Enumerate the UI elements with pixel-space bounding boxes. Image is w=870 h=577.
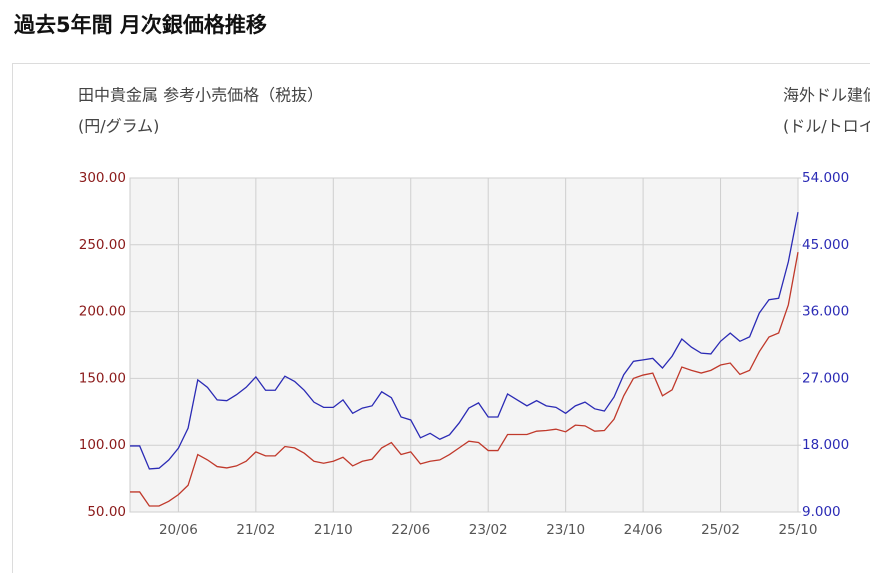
- y-tick-label: 200.00: [79, 304, 126, 320]
- x-tick-label: 23/10: [546, 522, 585, 538]
- chart-title: 過去5年間 月次銀価格推移: [14, 13, 267, 37]
- x-tick-label: 21/02: [236, 522, 275, 538]
- y2-tick-label: 45.000: [802, 237, 849, 253]
- x-tick-label: 22/06: [391, 522, 430, 538]
- y2-tick-label: 27.000: [802, 370, 849, 386]
- y2-tick-label: 54.000: [802, 170, 849, 186]
- y-tick-label: 50.00: [87, 504, 126, 520]
- x-tick-label: 20/06: [159, 522, 198, 538]
- y2-tick-label: 9.000: [802, 504, 841, 520]
- x-tick-label: 21/10: [314, 522, 353, 538]
- y2-axis-unit: (ドル/トロイオンス): [783, 117, 870, 136]
- y-tick-label: 300.00: [79, 170, 126, 186]
- y-tick-label: 150.00: [79, 370, 126, 386]
- x-tick-label: 25/02: [701, 522, 740, 538]
- x-tick-label: 24/06: [624, 522, 663, 538]
- x-tick-label: 23/02: [469, 522, 508, 538]
- y2-axis-title: 海外ドル建価格: [783, 86, 870, 105]
- plot-area: [130, 178, 798, 512]
- y-axis-unit: (円/グラム): [78, 117, 159, 136]
- x-tick-label: 25/10: [779, 522, 818, 538]
- y-axis-title: 田中貴金属 参考小売価格（税抜）: [78, 86, 323, 105]
- y2-tick-label: 18.000: [802, 437, 849, 453]
- y2-tick-label: 36.000: [802, 304, 849, 320]
- y-tick-label: 100.00: [79, 437, 126, 453]
- y-tick-label: 250.00: [79, 237, 126, 253]
